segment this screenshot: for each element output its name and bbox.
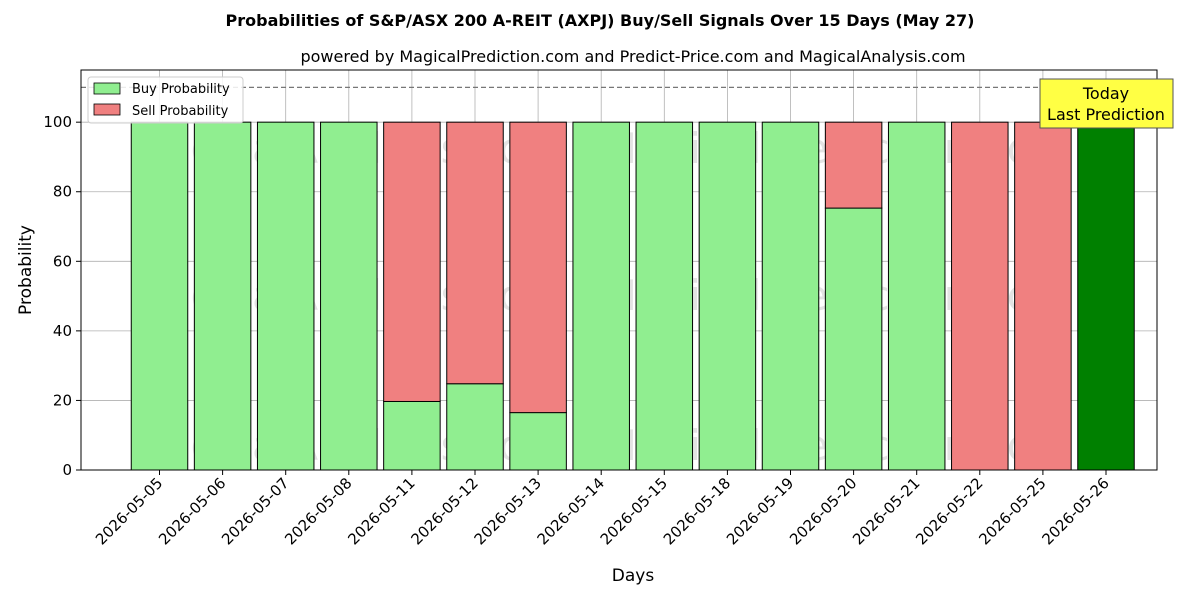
annotation-box xyxy=(1039,78,1174,129)
today-annotation: Today Last Prediction xyxy=(1039,78,1174,129)
legend-label-buy: Buy Probability xyxy=(132,82,230,97)
chart-title: Probabilities of S&P/ASX 200 A-REIT (AXP… xyxy=(226,11,975,30)
x-tick-label: 2026-05-18 xyxy=(660,474,734,548)
legend-swatch-sell xyxy=(93,103,121,116)
legend-label-sell: Sell Probability xyxy=(132,104,229,119)
y-tick-label: 20 xyxy=(53,391,72,409)
plot-frame xyxy=(80,69,1158,471)
bar-buy xyxy=(130,121,189,471)
x-tick-label: 2026-05-05 xyxy=(92,474,166,548)
chart-subtitle: powered by MagicalPrediction.com and Pre… xyxy=(300,47,965,66)
x-tick-label: 2026-05-21 xyxy=(849,474,923,548)
legend-box xyxy=(87,76,244,124)
annotation-line-today: Today xyxy=(1082,84,1129,103)
bar-sell xyxy=(446,121,504,385)
x-tick-label: 2026-05-11 xyxy=(344,474,418,548)
y-tick-label: 100 xyxy=(43,113,72,131)
annotation-line-last-prediction: Last Prediction xyxy=(1047,105,1165,124)
bar-buy xyxy=(635,121,694,471)
bar-sell xyxy=(383,121,441,402)
x-tick-label: 2026-05-08 xyxy=(281,474,355,548)
x-tick-label: 2026-05-20 xyxy=(786,474,860,548)
x-tick-label: 2026-05-25 xyxy=(975,474,1049,548)
bar-sell xyxy=(824,121,883,209)
bar-buy xyxy=(509,412,567,471)
bar-buy xyxy=(320,121,378,471)
bar-buy xyxy=(193,121,252,471)
bar-sell xyxy=(509,121,567,414)
y-tick-label: 40 xyxy=(53,322,72,340)
bar-buy xyxy=(446,383,504,471)
x-tick-label: 2026-05-15 xyxy=(597,474,671,548)
x-ticks: 2026-05-052026-05-062026-05-072026-05-08… xyxy=(92,470,1113,548)
bars xyxy=(130,121,1135,471)
bar-buy xyxy=(698,121,757,471)
y-tick-label: 80 xyxy=(53,183,72,201)
bar-buy xyxy=(256,121,315,471)
x-tick-label: 2026-05-12 xyxy=(407,474,481,548)
x-tick-label: 2026-05-13 xyxy=(471,474,545,548)
bar-buy xyxy=(1077,121,1135,471)
x-tick-label: 2026-05-26 xyxy=(1038,474,1112,548)
y-tick-label: 60 xyxy=(53,252,72,270)
x-tick-label: 2026-05-14 xyxy=(534,474,608,548)
bar-sell xyxy=(1014,121,1072,471)
x-tick-label: 2026-05-19 xyxy=(723,474,797,548)
legend-swatch-buy xyxy=(93,82,121,95)
y-tick-label: 0 xyxy=(62,461,72,479)
x-tick-label: 2026-05-22 xyxy=(912,474,986,548)
x-tick-label: 2026-05-06 xyxy=(155,474,229,548)
bar-buy xyxy=(887,121,946,471)
bar-buy xyxy=(572,121,630,471)
legend: Buy Probability Sell Probability xyxy=(87,76,244,124)
x-axis-label: Days xyxy=(612,566,655,586)
bar-buy xyxy=(383,400,441,471)
bar-buy xyxy=(761,121,820,471)
bar-buy xyxy=(824,207,883,471)
y-axis-label: Probability xyxy=(16,225,36,315)
bar-sell xyxy=(951,121,1009,471)
y-ticks: 0 20 40 60 80 100 xyxy=(43,113,81,479)
x-tick-label: 2026-05-07 xyxy=(218,474,292,548)
